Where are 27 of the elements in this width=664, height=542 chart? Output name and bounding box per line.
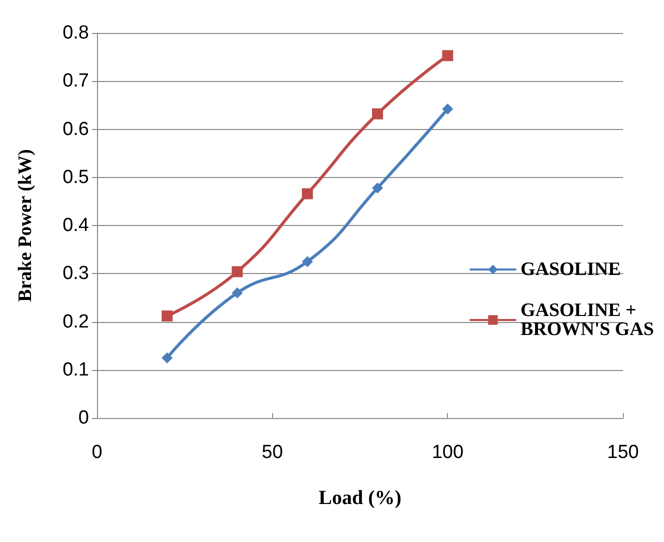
point <box>232 287 243 298</box>
y-tick-label: 0.1 <box>62 359 89 380</box>
x-tick-label: 0 <box>92 442 102 463</box>
y-axis-title: Brake Power (kW) <box>15 149 36 302</box>
y-tick-label: 0.8 <box>62 22 89 44</box>
y-tick-label: 0.7 <box>62 70 89 92</box>
point <box>372 108 384 120</box>
legend-label: GASOLINE + BROWN'S GAS <box>520 300 654 340</box>
point <box>442 50 454 62</box>
point <box>232 266 243 278</box>
y-tick-label: 0.3 <box>62 263 89 284</box>
point <box>372 182 384 194</box>
point <box>302 256 313 268</box>
point <box>302 188 313 200</box>
point <box>162 352 173 364</box>
y-tick-label: 0.4 <box>62 215 90 236</box>
point <box>162 310 173 322</box>
y-tick-label: 0.5 <box>62 166 89 188</box>
legend-label: GASOLINE <box>520 259 621 280</box>
x-tick-label: 100 <box>432 442 464 463</box>
y-tick-label: 0.2 <box>62 311 89 332</box>
x-tick-label: 50 <box>262 442 283 463</box>
point <box>442 104 454 115</box>
y-tick-label: 0 <box>78 408 89 428</box>
x-tick-label: 150 <box>607 442 639 463</box>
y-tick-label: 0.6 <box>62 118 89 140</box>
x-axis-title: Load (%) <box>318 487 402 509</box>
